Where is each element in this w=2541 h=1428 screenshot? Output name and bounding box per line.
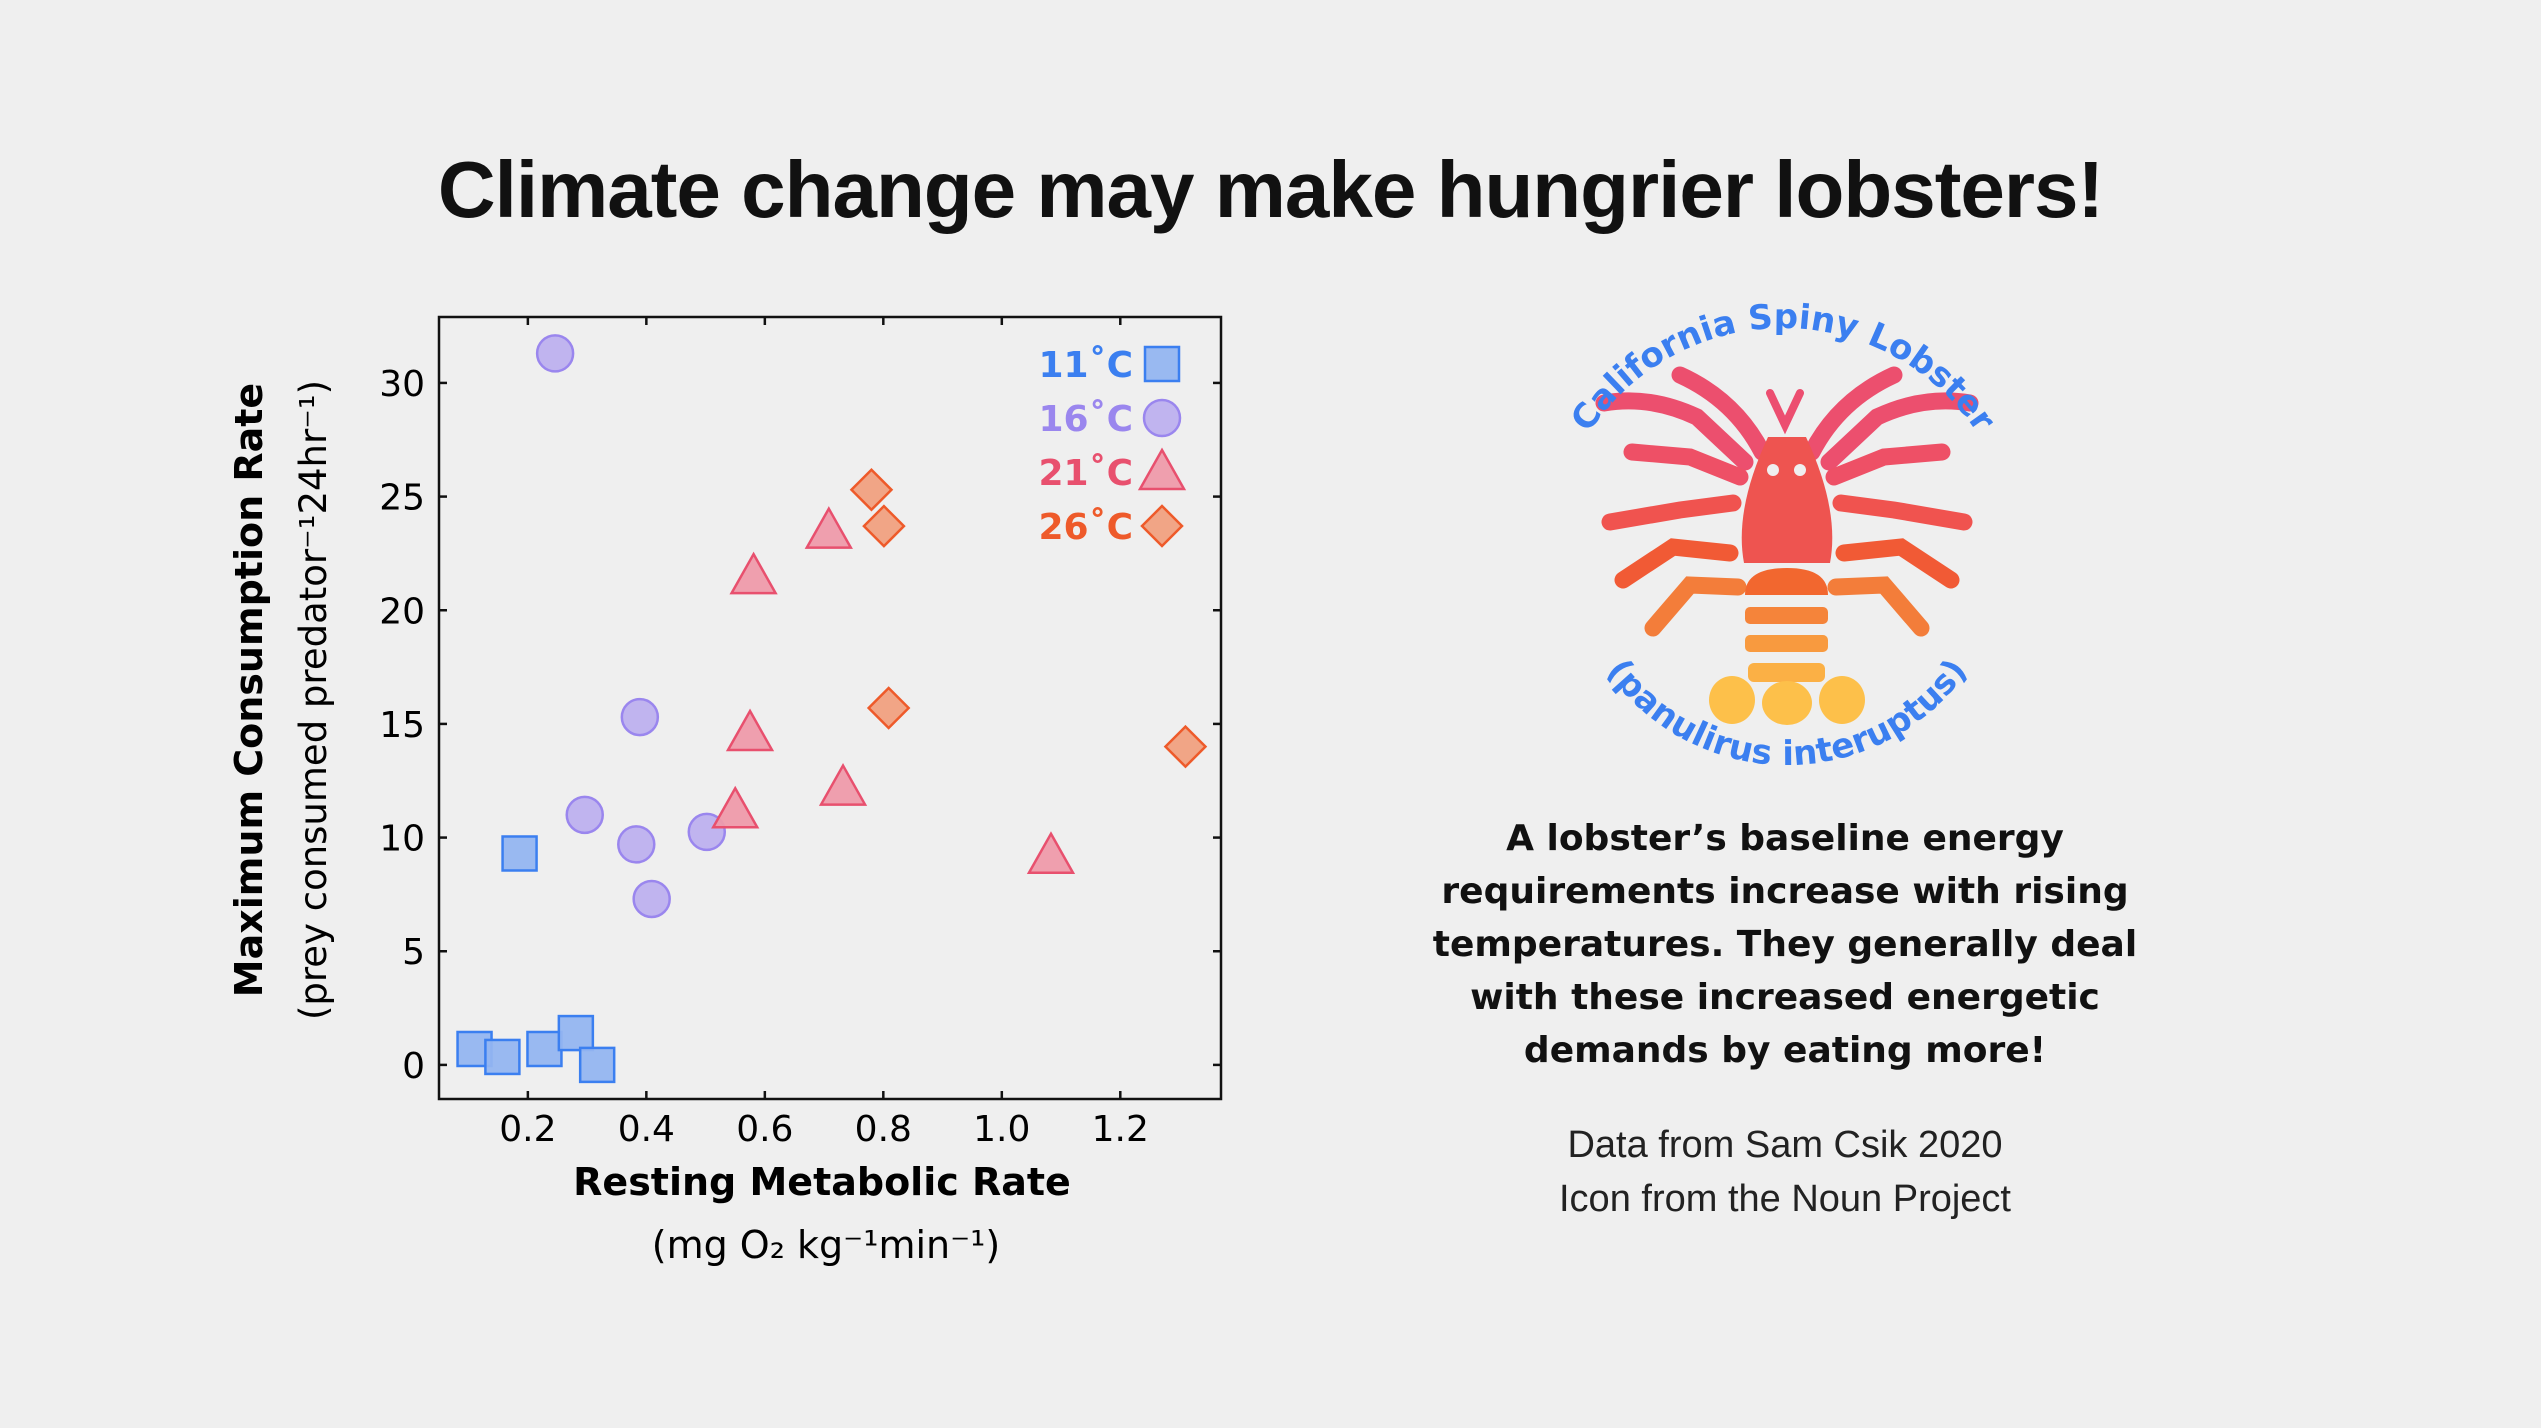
data-point-diamond (849, 467, 894, 512)
x-axis-units: (mg O₂ kg⁻¹min⁻¹) (652, 1223, 1000, 1267)
axis-ticks: 0.2 0.4 0.6 0.8 1.0 1.2 0 5 10 15 20 25 30 (379, 317, 1221, 1150)
data-point-square (484, 1038, 521, 1076)
data-point-diamond (862, 504, 906, 548)
data-point-triangle (1026, 831, 1076, 875)
legend-marker-circle (1142, 398, 1182, 438)
data-points (456, 334, 1208, 1084)
data-point-circle (620, 697, 660, 737)
data-point-triangle (725, 708, 775, 752)
description-line: A lobster’s baseline energy (1506, 818, 2064, 859)
y-tick-label: 5 (402, 932, 425, 973)
data-point-diamond (866, 686, 911, 730)
y-tick-label: 25 (379, 478, 425, 519)
y-tick-label: 10 (379, 819, 425, 860)
legend-marker-diamond (1140, 504, 1184, 548)
data-credit: Data from Sam Csik 2020 (1567, 1124, 2003, 1166)
description-line: requirements increase with rising (1441, 871, 2129, 912)
y-axis-units: (prey consumed predator⁻¹24hr⁻¹) (292, 380, 335, 1020)
legend-marker-square (1143, 345, 1181, 383)
legend-marker-triangle (1137, 447, 1187, 491)
data-point-triangle (804, 506, 853, 549)
data-point-circle (632, 879, 671, 919)
lobster-icon (1595, 366, 1970, 725)
description-line: temperatures. They generally deal (1432, 924, 2138, 965)
icon-credit: Icon from the Noun Project (1559, 1178, 2011, 1220)
x-tick-label: 0.8 (855, 1109, 912, 1150)
x-tick-label: 1.2 (1092, 1109, 1149, 1150)
legend-label: 16˚C (1038, 399, 1133, 440)
data-point-circle (617, 825, 656, 864)
x-tick-label: 0.6 (736, 1109, 793, 1150)
y-tick-label: 20 (379, 591, 425, 632)
x-tick-label: 0.2 (499, 1109, 556, 1150)
credits: Data from Sam Csik 2020 Icon from the No… (1385, 1118, 2185, 1226)
y-tick-label: 15 (379, 705, 425, 746)
x-tick-label: 1.0 (973, 1109, 1030, 1150)
data-point-triangle (818, 763, 868, 806)
description-text: A lobster’s baseline energy requirements… (1385, 812, 2185, 1077)
description-line: demands by eating more! (1523, 1030, 2047, 1071)
x-tick-label: 0.4 (618, 1109, 675, 1150)
legend-label: 21˚C (1038, 453, 1133, 494)
x-axis-label: Resting Metabolic Rate (573, 1160, 1071, 1204)
data-point-triangle (711, 785, 760, 829)
legend: 11˚C 16˚C 21˚C 26˚C (1038, 345, 1187, 548)
legend-label: 11˚C (1038, 345, 1133, 386)
data-point-square (557, 1014, 595, 1052)
plot-frame (437, 315, 1223, 1101)
data-point-diamond (1163, 724, 1208, 769)
data-point-circle (535, 334, 575, 373)
data-point-circle (565, 795, 604, 835)
y-tick-label: 0 (402, 1046, 425, 1087)
y-axis-label: Maximum Consumption Rate (227, 383, 271, 997)
data-point-square (578, 1046, 616, 1084)
page-title: Climate change may make hungrier lobster… (437, 145, 2104, 234)
data-point-triangle (729, 551, 778, 595)
legend-label: 26˚C (1038, 507, 1133, 548)
data-point-square (501, 835, 538, 872)
description-line: with these increased energetic (1470, 977, 2100, 1018)
y-tick-label: 30 (379, 364, 425, 405)
data-point-square (526, 1030, 563, 1068)
